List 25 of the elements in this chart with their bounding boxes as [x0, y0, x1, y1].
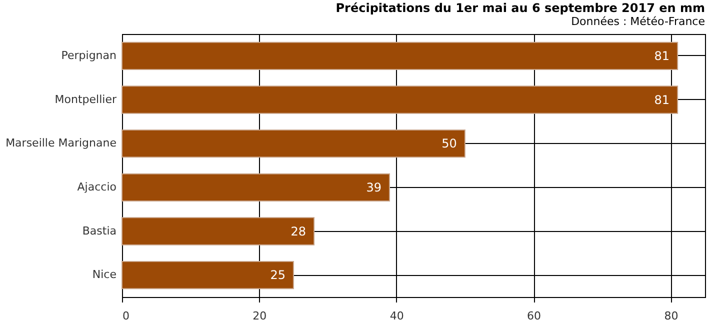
x-tick-label: 20	[252, 310, 267, 322]
data-label: 28	[290, 224, 306, 238]
x-tick-label: 40	[390, 310, 404, 322]
y-tick-label: Montpellier	[54, 92, 117, 106]
y-tick-label: Nice	[92, 268, 117, 282]
bar	[122, 86, 678, 114]
data-label: 39	[366, 180, 382, 194]
data-label: 25	[270, 268, 286, 282]
y-tick-label: Bastia	[82, 224, 116, 238]
bar	[122, 217, 315, 246]
y-tick-label: Perpignan	[61, 48, 117, 62]
bar	[122, 173, 390, 202]
chart-title: Précipitations du 1er mai au 6 septembre 2017 en mm	[336, 1, 705, 15]
bar	[122, 260, 294, 290]
data-label: 81	[654, 48, 670, 63]
bar	[122, 42, 678, 70]
y-tick-label: Ajaccio	[77, 180, 117, 194]
y-tick-label: Marseille Marignane	[6, 136, 117, 150]
x-tick-label: 80	[664, 310, 678, 322]
bar	[122, 129, 466, 158]
x-tick-label: 0	[122, 310, 130, 322]
x-tick-label: 60	[527, 310, 542, 322]
text: Données : Météo-France	[571, 15, 706, 28]
data-label: 81	[654, 92, 670, 107]
data-label: 50	[442, 136, 457, 151]
